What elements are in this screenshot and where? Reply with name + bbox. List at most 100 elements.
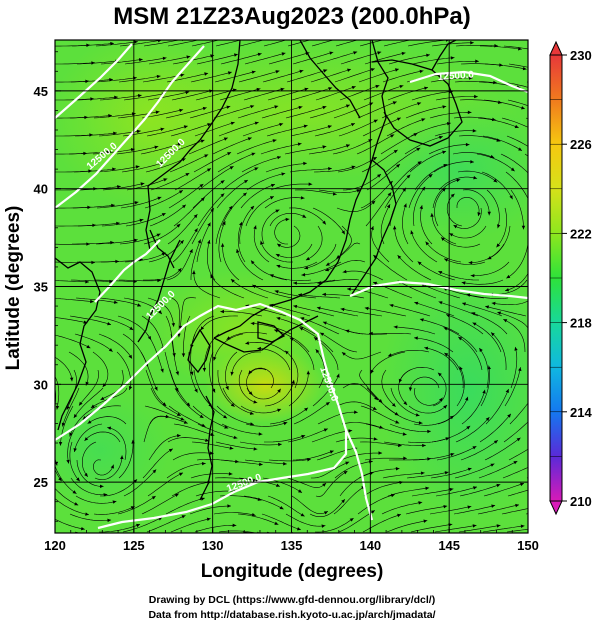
stream-arrowhead (233, 53, 238, 57)
x-tick-label: 135 (281, 538, 303, 553)
streamline (118, 439, 134, 479)
streamline (261, 209, 280, 245)
stream-arrowhead (348, 429, 353, 433)
stream-arrowhead (345, 144, 350, 148)
streamline (150, 172, 190, 191)
streamline (310, 68, 352, 83)
streamline (503, 318, 526, 353)
streamline (459, 99, 502, 104)
stream-arrowhead (200, 197, 205, 202)
stream-arrowhead (180, 73, 185, 77)
stream-arrowhead (378, 451, 383, 455)
streamline (267, 88, 309, 101)
stream-arrowhead (349, 518, 354, 522)
streamline (98, 333, 133, 359)
streamline (170, 518, 211, 533)
stream-arrowhead (296, 527, 301, 531)
stream-arrowhead (328, 167, 332, 171)
colorbar: 230 226 222 218 214 210 (549, 40, 592, 516)
stream-arrowhead (210, 274, 214, 279)
streamline (118, 279, 162, 282)
streamline (292, 51, 334, 65)
stream-arrowhead (114, 95, 118, 100)
streamline (167, 40, 200, 47)
streamline (500, 153, 528, 174)
stream-arrowhead (372, 157, 377, 161)
stream-arrowhead (450, 193, 455, 198)
streamline (360, 405, 400, 424)
stream-arrowhead (179, 108, 184, 113)
stream-arrowhead (491, 301, 496, 306)
streamline (364, 52, 406, 65)
stream-arrowhead (425, 486, 430, 491)
stream-arrowhead (401, 51, 406, 56)
stream-arrowhead (178, 325, 183, 330)
streamline (276, 317, 316, 335)
stream-arrowhead (253, 35, 257, 38)
streamline (260, 240, 294, 263)
stream-arrowhead (373, 119, 378, 123)
x-tick-label: 150 (517, 538, 539, 553)
streamline (531, 530, 573, 532)
gridlines (55, 40, 528, 533)
stream-arrowhead (274, 329, 279, 333)
stream-arrowhead (567, 113, 571, 116)
streamline (216, 405, 254, 425)
streamline (356, 134, 395, 155)
streamline (220, 459, 263, 465)
streamline (436, 61, 479, 65)
streamline (364, 307, 407, 317)
streamline (190, 71, 232, 83)
streamline (449, 225, 487, 239)
stream-arrowhead (522, 66, 527, 71)
stream-arrowhead (248, 370, 253, 375)
streamline (225, 351, 238, 391)
stream-arrowhead (465, 396, 469, 401)
stream-arrowhead (397, 513, 401, 518)
stream-arrowhead (336, 373, 340, 378)
streamline (252, 284, 293, 299)
streamline (268, 458, 311, 462)
streamline (237, 221, 246, 263)
stream-arrowhead (328, 534, 332, 537)
x-tick-label: 130 (202, 538, 224, 553)
streamline (165, 315, 175, 357)
stream-arrowhead (518, 367, 522, 372)
stream-arrowhead (107, 150, 111, 154)
streamline (148, 56, 191, 65)
streamline (410, 230, 438, 263)
stream-arrowhead (462, 302, 466, 306)
stream-arrowhead (80, 527, 85, 531)
stream-arrowhead (569, 529, 573, 533)
streamline (341, 422, 384, 429)
streamline (70, 279, 114, 282)
streamline (164, 351, 179, 392)
streamline (381, 501, 423, 515)
stream-arrowhead (410, 230, 414, 235)
stream-arrowhead (110, 464, 114, 469)
stream-arrowhead (421, 118, 426, 122)
streamline (410, 122, 451, 137)
stream-arrowhead (222, 221, 226, 226)
stream-arrowhead (257, 346, 261, 351)
stream-arrowhead (151, 496, 156, 500)
stream-arrowhead (152, 469, 157, 474)
streamline (431, 42, 474, 47)
stream-arrowhead (475, 59, 479, 63)
stream-arrowhead (69, 377, 74, 382)
y-tick-label: 25 (34, 475, 48, 490)
colorbar-tick-label: 214 (570, 405, 592, 420)
streamline (288, 370, 309, 407)
stream-arrowhead (109, 279, 113, 284)
streamline (274, 290, 317, 299)
stream-arrowhead (325, 402, 330, 406)
stream-arrowhead (134, 201, 139, 205)
stream-arrowhead (107, 518, 112, 523)
stream-arrowhead (461, 281, 466, 285)
streamline (413, 186, 426, 227)
streamline (301, 261, 342, 276)
streamline (429, 111, 472, 119)
stream-arrowhead (472, 129, 477, 133)
streamline (147, 91, 190, 101)
streamline (332, 139, 373, 155)
